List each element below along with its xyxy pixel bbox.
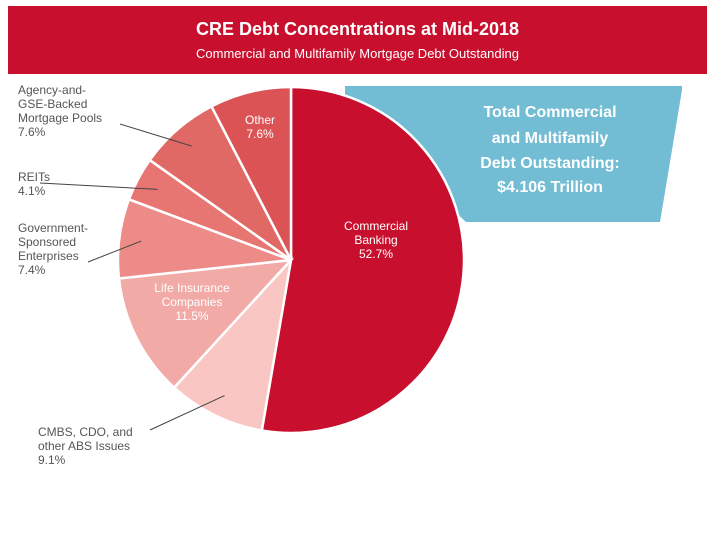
callout-line-1: Total Commercial [483,104,617,121]
slice-label: REITs 4.1% [18,170,50,198]
leader-line [119,123,193,147]
callout-banner [345,86,682,222]
chart-title: CRE Debt Concentrations at Mid-2018 [195,19,520,39]
slice-label: Commercial Banking 52.7% [344,219,408,261]
pie-slice-other [209,85,293,261]
slice-label: CMBS, CDO, and other ABS Issues 9.1% [38,425,133,467]
chart-subtitle: Commercial and Multifamily Mortgage Debt… [196,46,519,61]
callout-total: $4.106 Trillion [497,179,603,196]
leader-line [87,240,142,263]
slice-label: Other 7.6% [245,113,275,141]
callout-line-2: and Multifamily [491,130,609,147]
leader-line [39,182,158,190]
title-banner: CRE Debt Concentrations at Mid-2018 Comm… [8,6,707,74]
leader-line [149,395,225,431]
slice-label: Government-Sponsored Enterprises 7.4% [18,221,88,277]
slice-label: Agency-and-GSE-Backed Mortgage Pools 7.6% [18,83,102,139]
slice-label: Life Insurance Companies 11.5% [154,281,230,323]
pie-slice-cmbs-cdo-and-other-abs-issues [172,256,293,432]
pie-slice-life-insurance-companies [117,258,295,390]
callout-line-3: Debt Outstanding: [480,155,620,172]
pie-slice-commercial-banking [260,85,466,435]
